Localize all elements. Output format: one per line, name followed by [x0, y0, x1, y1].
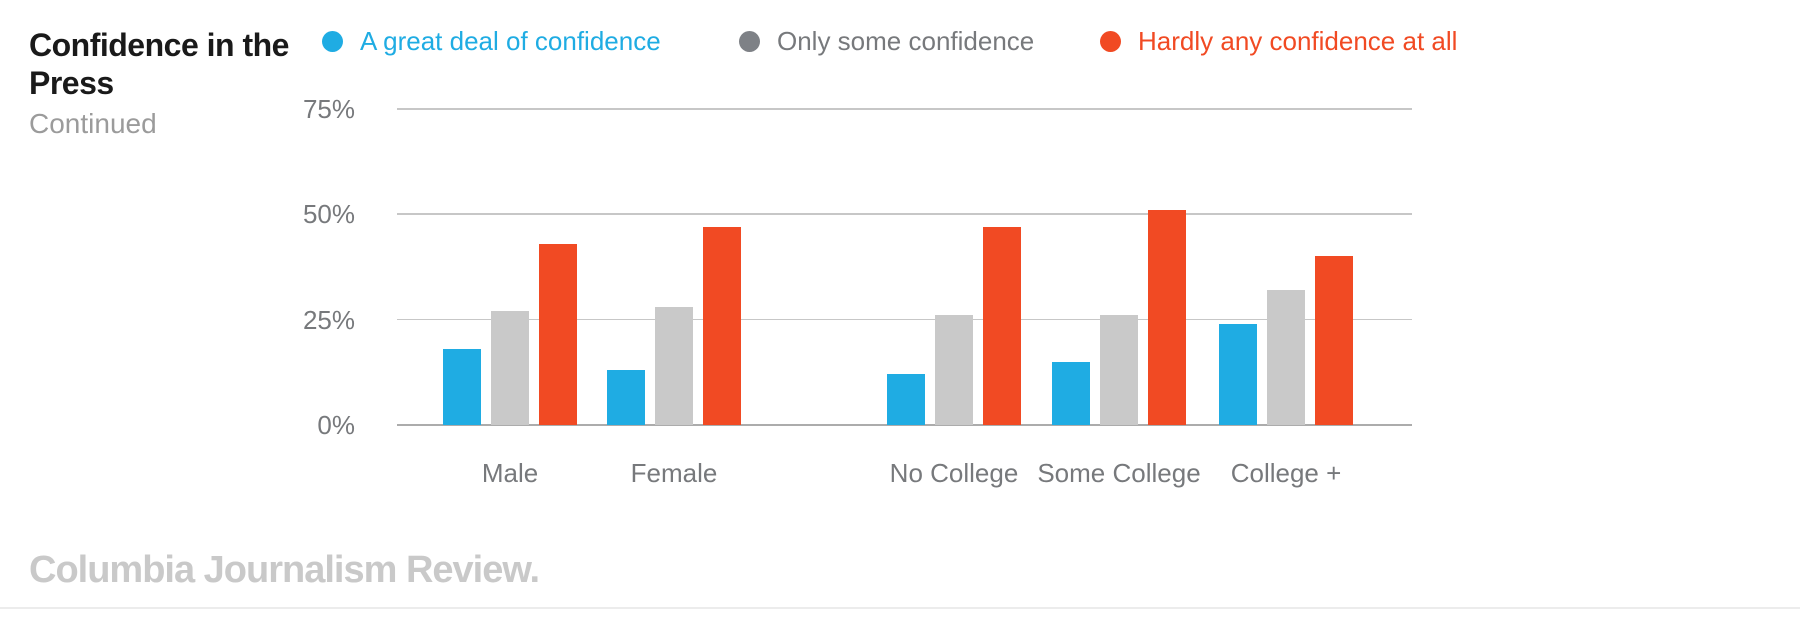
bar-female-great-deal — [607, 370, 645, 425]
bar-female-only-some — [655, 307, 693, 425]
legend-label: Hardly any confidence at all — [1138, 25, 1458, 56]
gridline-75 — [397, 108, 1412, 110]
bar-college-+-only-some — [1267, 290, 1305, 425]
legend-label: A great deal of confidence — [360, 25, 661, 56]
x-axis-baseline — [397, 424, 1412, 426]
bar-no-college-great-deal — [887, 374, 925, 425]
footer-divider — [0, 607, 1800, 609]
legend-item-hardly-any: Hardly any confidence at all — [1100, 25, 1457, 57]
gridline-50 — [397, 213, 1412, 215]
bar-some-college-great-deal — [1052, 361, 1090, 425]
x-tick-label: Female — [630, 458, 718, 488]
legend-swatch-icon — [739, 30, 760, 52]
x-tick-label: Male — [481, 458, 539, 488]
footer-brand: Columbia Journalism Review. — [29, 549, 540, 591]
y-tick-label-0: 0% — [317, 410, 355, 440]
y-tick-label-25: 25% — [302, 304, 355, 335]
legend-swatch-icon — [322, 30, 343, 52]
y-tick-label-75: 75% — [302, 94, 355, 124]
bar-female-hardly-any — [703, 226, 741, 425]
x-tick-label: College + — [1230, 458, 1342, 488]
bar-male-hardly-any — [539, 243, 577, 425]
bar-male-only-some — [491, 311, 529, 425]
page-title: Confidence in the Press — [29, 27, 289, 101]
legend-label: Only some confidence — [777, 25, 1035, 56]
bar-no-college-hardly-any — [983, 226, 1021, 425]
y-tick-label-50: 50% — [302, 199, 355, 230]
gridline-25 — [397, 318, 1412, 321]
title-block: Confidence in the Press Continued — [29, 26, 309, 141]
legend-swatch-icon — [1100, 30, 1121, 52]
bar-male-great-deal — [443, 349, 481, 425]
x-tick-label: Some College — [1037, 458, 1201, 488]
bar-some-college-hardly-any — [1148, 210, 1186, 425]
legend-item-only-some: Only some confidence — [739, 25, 1034, 57]
bar-college-+-hardly-any — [1315, 256, 1353, 425]
bar-some-college-only-some — [1100, 315, 1138, 425]
page-subtitle: Continued — [29, 108, 157, 139]
legend-item-great-deal: A great deal of confidence — [322, 25, 661, 57]
bar-no-college-only-some — [935, 315, 973, 425]
bar-college-+-great-deal — [1219, 323, 1257, 425]
x-tick-label: No College — [889, 458, 1019, 488]
